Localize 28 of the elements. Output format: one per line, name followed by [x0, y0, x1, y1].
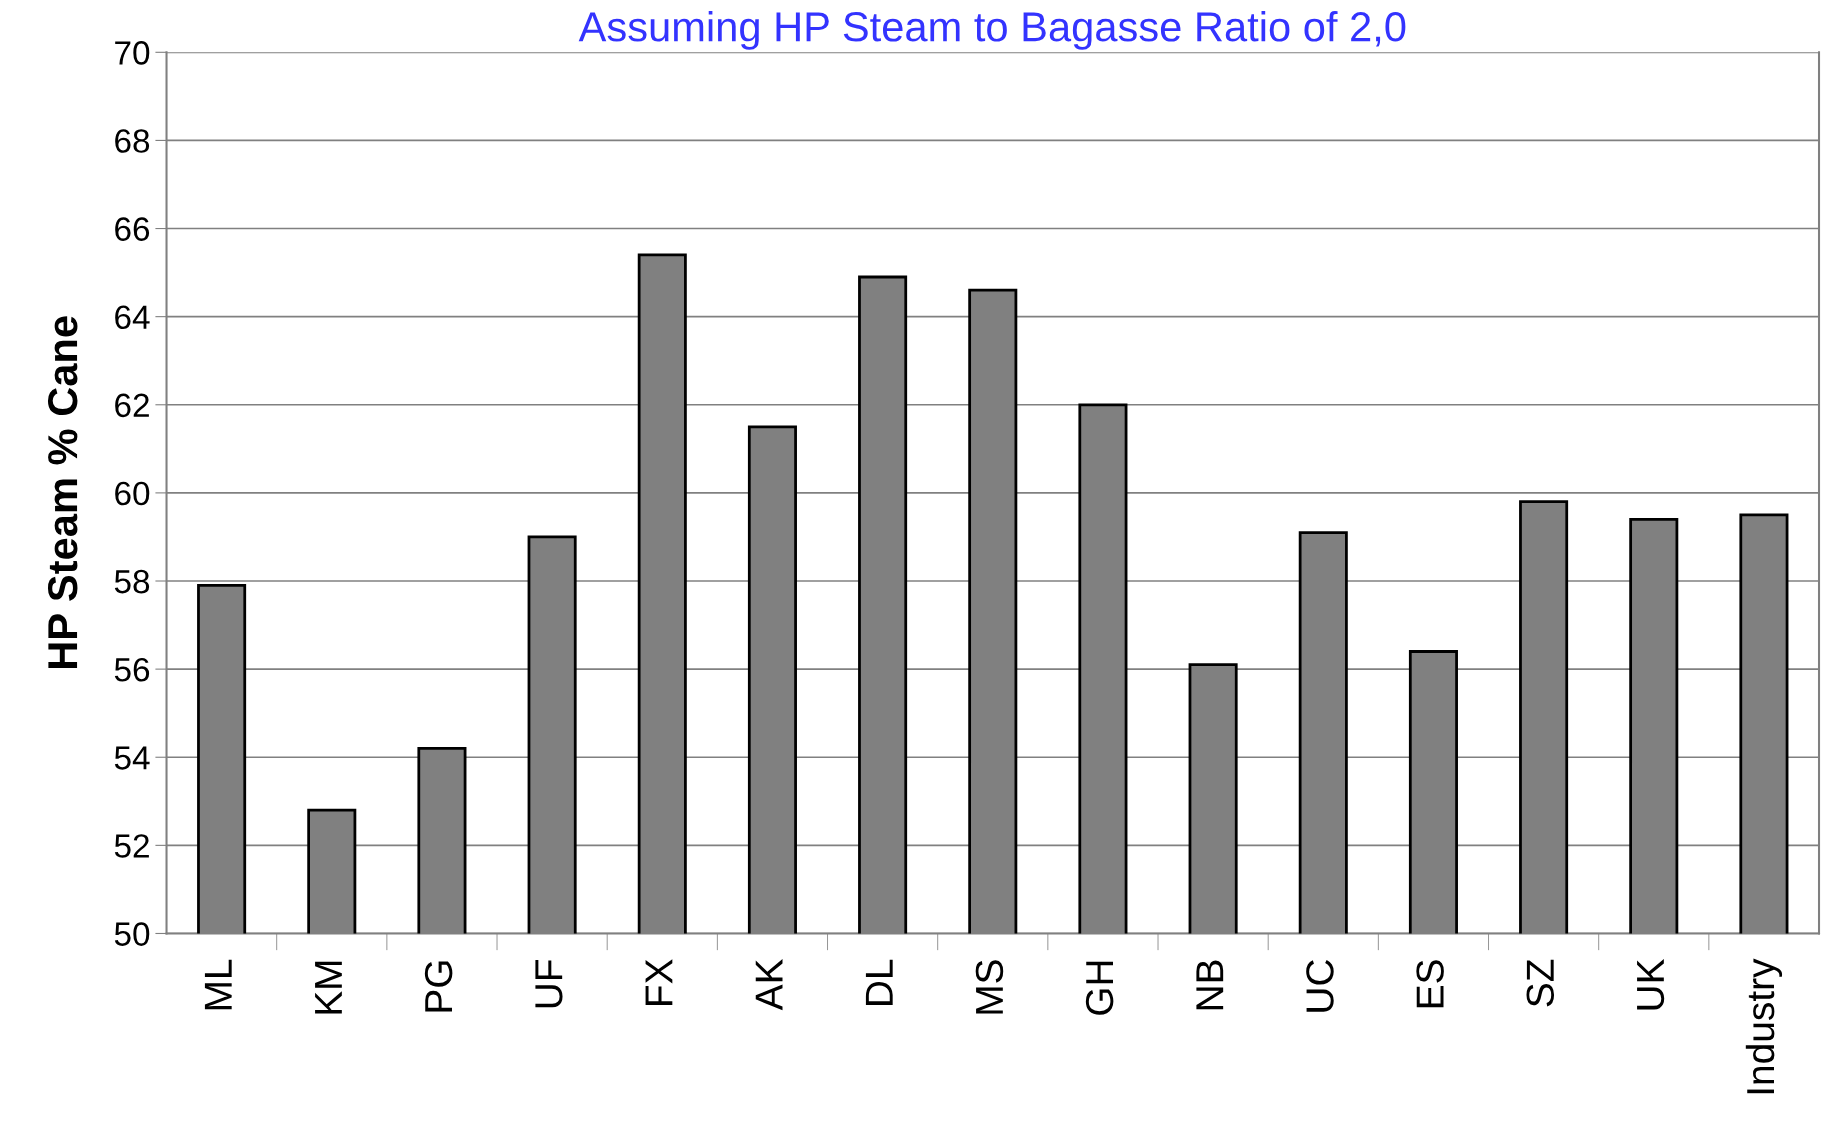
y-tick-label: 56: [114, 657, 150, 682]
y-tick-label: 52: [114, 834, 149, 858]
y-tick-label: 54: [114, 746, 150, 770]
x-tick-label: MS: [975, 960, 1004, 1014]
y-tick-label: 60: [115, 481, 150, 506]
y-axis-title: HP Steam % Cane: [47, 316, 78, 669]
x-tick-label: ML: [204, 959, 232, 1010]
x-tick-label: NB: [1196, 960, 1224, 1010]
y-tick-label: 70: [115, 41, 150, 65]
x-tick-label: SZ: [1526, 959, 1555, 1007]
y-tick-label: 64: [115, 305, 150, 330]
x-tick-label: KM: [315, 961, 342, 1014]
y-tick-label: 50: [114, 922, 150, 946]
x-tick-label: FX: [645, 959, 673, 1005]
x-tick-label: UF: [535, 960, 563, 1008]
x-tick-label: ES: [1416, 960, 1444, 1008]
chart-title: Assuming HP Steam to Bagasse Ratio of 2,0: [578, 11, 1406, 50]
y-tick-label: 66: [115, 217, 150, 241]
x-tick-label: PG: [424, 961, 453, 1012]
x-tick-label: AK: [755, 958, 783, 1011]
x-tick-label: GH: [1085, 961, 1114, 1015]
y-tick-label: 68: [115, 129, 150, 153]
x-tick-label: UC: [1306, 959, 1334, 1012]
x-tick-label: UK: [1637, 958, 1665, 1010]
y-tick-label: 62: [115, 393, 149, 418]
x-tick-label: Industry: [1745, 958, 1783, 1094]
x-tick-label: DL: [865, 959, 893, 1005]
y-tick-label: 58: [114, 569, 150, 594]
